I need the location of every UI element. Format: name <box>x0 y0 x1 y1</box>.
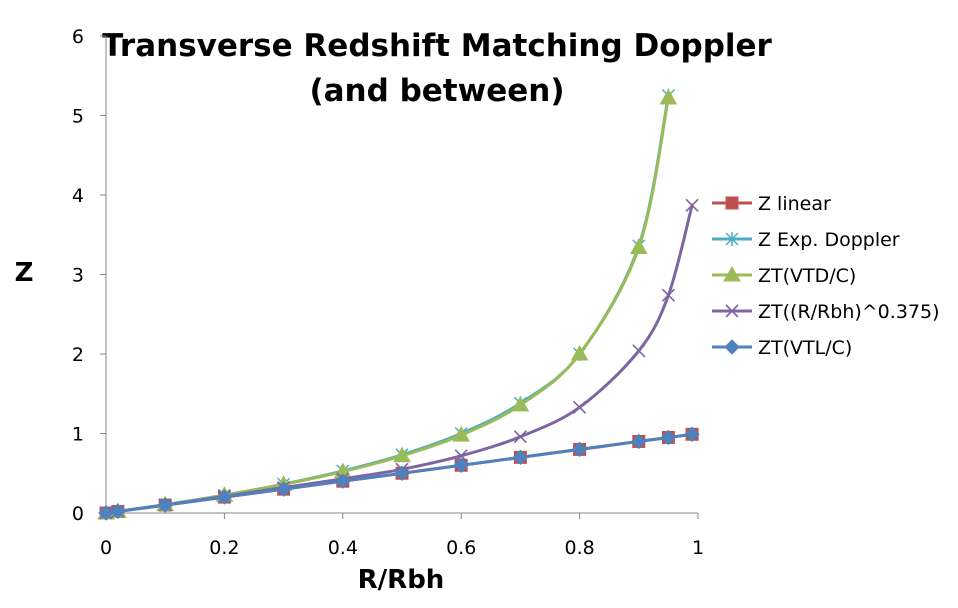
data-point <box>275 481 292 497</box>
x-tick-label: 0.2 <box>209 537 239 559</box>
y-tick-label: 0 <box>72 503 84 525</box>
legend-marker <box>725 304 739 318</box>
data-point <box>216 489 233 505</box>
legend-entry: ZT(VTD/C) <box>712 265 856 287</box>
data-point <box>453 457 469 474</box>
y-axis-title: Z <box>15 258 34 288</box>
data-point <box>512 449 529 466</box>
y-tick-label: 5 <box>72 106 84 128</box>
x-tick-label: 0 <box>100 537 112 559</box>
legend-entry: ZT((R/Rbh)^0.375) <box>712 301 940 323</box>
data-point <box>110 503 126 520</box>
legend-entry: Z linear <box>712 193 831 215</box>
data-point <box>571 441 588 458</box>
legend-entry: Z Exp. Doppler <box>712 229 900 251</box>
y-tick-label: 6 <box>72 26 84 48</box>
series-lines <box>97 88 700 521</box>
data-point <box>684 426 700 443</box>
legend-marker <box>725 232 739 246</box>
data-point <box>454 449 468 463</box>
chart-title-line-1: Transverse Redshift Matching Doppler <box>102 28 772 64</box>
x-tick-label: 0.8 <box>564 537 594 559</box>
x-tick-label: 0.4 <box>328 537 358 559</box>
data-point <box>511 395 530 412</box>
data-point <box>394 465 410 481</box>
legend-label: ZT((R/Rbh)^0.375) <box>758 301 940 323</box>
legend-label: ZT(VTD/C) <box>758 265 856 287</box>
x-axis-title: R/Rbh <box>358 565 445 595</box>
y-tick-label: 4 <box>72 185 84 207</box>
legend-marker <box>723 265 741 282</box>
data-point <box>659 89 678 105</box>
data-point <box>157 497 173 513</box>
legend-label: ZT(VTL/C) <box>758 337 852 359</box>
data-point <box>660 429 677 446</box>
data-point <box>661 288 675 302</box>
data-point <box>513 430 527 444</box>
chart-title: Transverse Redshift Matching Doppler (an… <box>102 28 772 109</box>
data-point <box>685 198 699 212</box>
x-tick-label: 0.6 <box>446 537 476 559</box>
legend-entry: ZT(VTL/C) <box>712 337 852 359</box>
y-tick-label: 2 <box>72 344 84 366</box>
y-tick-label: 1 <box>72 424 84 446</box>
series-2 <box>97 89 678 520</box>
data-point <box>629 238 648 254</box>
series-4 <box>98 426 700 521</box>
y-tick-label: 3 <box>72 265 84 287</box>
data-point <box>632 344 646 358</box>
data-point <box>631 433 647 450</box>
data-point <box>452 426 471 442</box>
data-point <box>570 344 589 361</box>
data-point <box>393 446 411 463</box>
data-point <box>573 400 587 414</box>
legend-label: Z linear <box>758 193 831 215</box>
x-tick-label: 1 <box>692 537 704 559</box>
series-1 <box>99 88 675 520</box>
legend-marker <box>724 339 740 355</box>
chart-title-line-2: (and between) <box>309 73 564 109</box>
axes: 0 1 2 3 4 5 6 0 0.2 0.4 0.6 0.8 1 <box>72 26 704 559</box>
legend-marker <box>725 196 739 210</box>
legend: Z linear Z Exp. Doppler ZT(VTD/C) ZT((R/Rbh… <box>712 193 940 359</box>
legend-label: Z Exp. Doppler <box>758 229 900 251</box>
data-point <box>98 505 114 521</box>
data-point <box>335 473 351 489</box>
